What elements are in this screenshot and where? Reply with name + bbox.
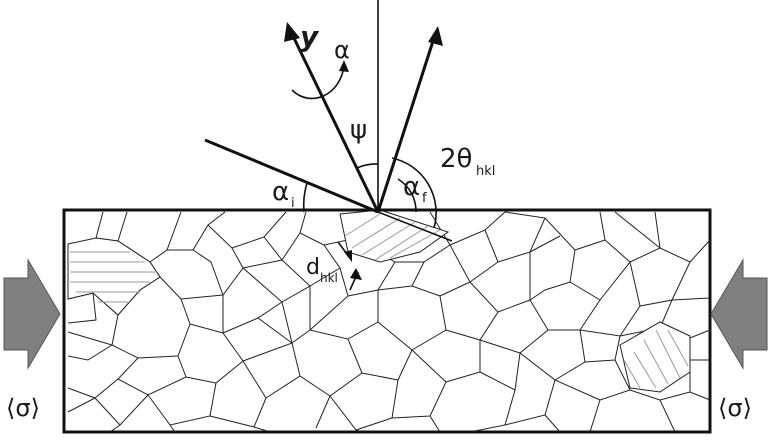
stress-label-right: ⟨σ⟩ xyxy=(718,394,752,422)
two-theta-subscript: hkl xyxy=(476,164,495,179)
d-hkl-subscript: hkl xyxy=(320,271,338,285)
left-stress-arrow xyxy=(4,260,60,368)
d-spacing-arrow-upper xyxy=(344,250,352,262)
alpha-rotation-arc xyxy=(292,66,344,98)
alpha-i-label: α i xyxy=(272,177,295,211)
diffracted-beam-arrowhead xyxy=(428,26,443,46)
alpha-label: α xyxy=(334,36,350,64)
right-stress-arrow xyxy=(711,260,767,368)
alpha-i-subscript: i xyxy=(291,196,295,211)
two-theta-main: 2θ xyxy=(440,144,472,174)
alpha-f-main: α xyxy=(403,172,420,202)
stress-label-left: ⟨σ⟩ xyxy=(6,394,40,422)
alpha-f-subscript: f xyxy=(422,191,427,206)
hatched-grains xyxy=(68,210,690,392)
d-spacing-arrow-lower xyxy=(350,268,362,280)
alpha-i-main: α xyxy=(272,177,289,207)
d-hkl-main: d xyxy=(306,255,320,280)
psi-label: ψ xyxy=(350,115,367,145)
hatched-grain-right xyxy=(620,322,690,392)
y-axis-label: y xyxy=(300,20,320,53)
y-axis-arrowhead xyxy=(284,22,300,42)
d-hkl-label: d hkl xyxy=(306,255,338,285)
two-theta-label: 2θ hkl xyxy=(440,144,495,179)
hatched-grain-left xyxy=(68,238,160,315)
psi-arc xyxy=(357,164,378,168)
alpha-i-arc xyxy=(304,183,307,212)
